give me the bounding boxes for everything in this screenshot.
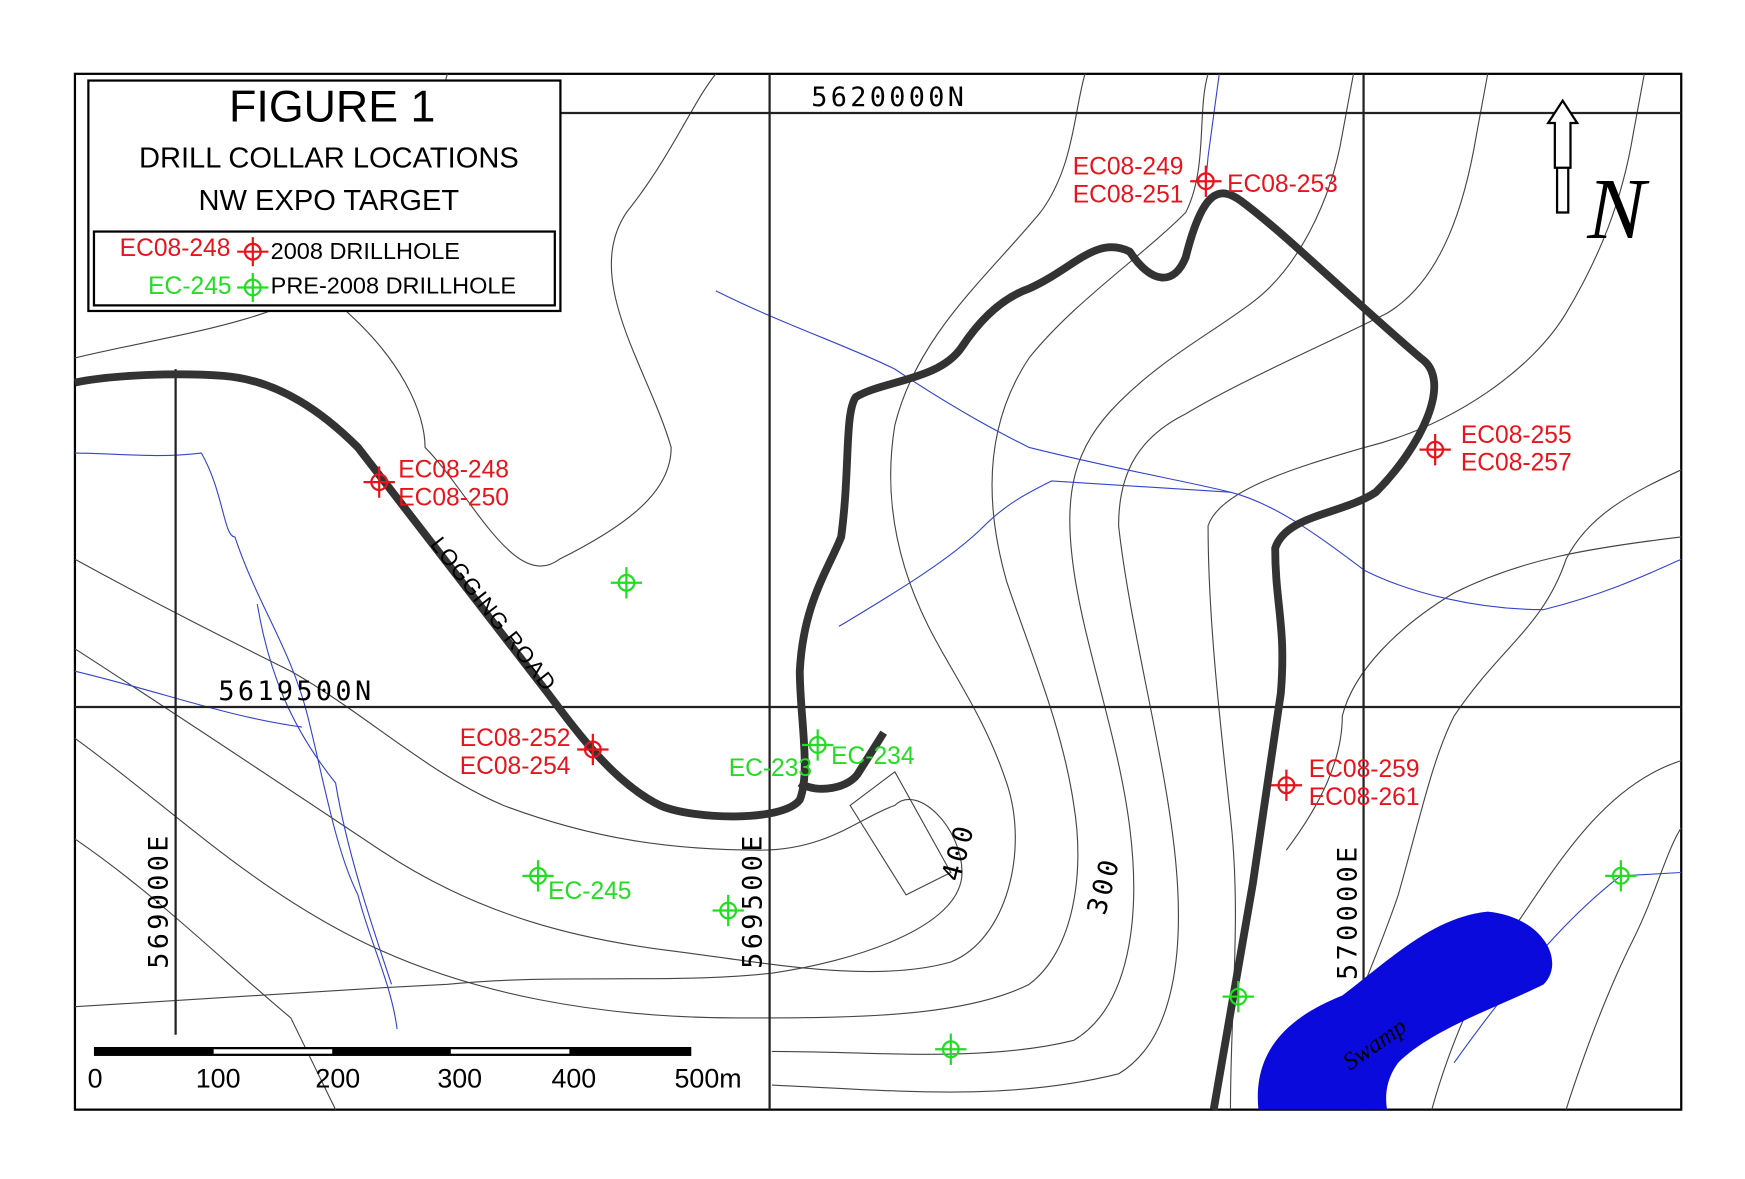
road-branch [797,730,888,793]
hole-label: EC08-259 [1309,756,1420,783]
grid-lines [74,73,1682,1110]
road-line [74,189,1439,1111]
grid-label: 5620000N [811,82,967,113]
scale-label: 300 [437,1064,482,1094]
drillhole-symbol [1222,981,1254,1013]
scale-label: 500m [675,1064,742,1094]
drillhole-symbol [935,1033,967,1065]
hole-label: EC-245 [548,878,631,905]
drillhole-symbol [577,733,609,766]
scale-label: 200 [315,1064,360,1094]
grid-label: 570000E [1333,843,1364,980]
hole-label: EC08-252 [460,725,571,752]
title-box: FIGURE 1 DRILL COLLAR LOCATIONS NW EXPO … [87,79,562,313]
legend-symbol [237,237,269,267]
hole-label: EC08-248 [398,456,509,483]
legend-symbol [237,272,269,303]
hole-label: EC08-249 [1073,153,1184,180]
drillhole-symbol [1190,165,1222,197]
hole-label: EC08-261 [1309,784,1420,811]
drillhole-symbol [363,466,395,498]
scale-label: 400 [551,1064,596,1094]
legend-label: PRE-2008 DRILLHOLE [271,273,516,299]
subtitle: NW EXPO TARGET [199,185,460,217]
drillhole-symbol [1270,769,1303,801]
hole-label: EC08-251 [1073,181,1184,208]
road [74,189,1439,1111]
scale-bar: 0 100 200 300 400 500m [88,1047,742,1094]
swamp [1257,911,1553,1110]
hole-label: EC08-255 [1461,422,1572,449]
grid-label: 5619500N [218,676,374,707]
drillhole-symbol [522,860,554,892]
drillhole-symbol [712,894,744,927]
drillholes: EC08-249 EC08-251 EC08-253 EC08-248 EC08… [398,153,1571,905]
legend-label: 2008 DRILLHOLE [271,238,460,264]
hole-label: EC08-250 [398,484,509,511]
north-label: N [1586,160,1650,257]
hole-label: EC-233 [729,755,812,782]
drillhole-symbol [610,567,643,599]
hole-label: EC08-254 [460,753,571,780]
grid-label: 569500E [737,832,768,969]
legend-sample: EC-245 [148,273,231,300]
scale-label: 100 [196,1064,241,1094]
hole-label: EC08-253 [1227,171,1338,198]
north-arrow: N [1546,98,1650,257]
title: FIGURE 1 [229,81,435,131]
hole-label: EC-234 [831,743,914,770]
legend [92,230,556,307]
drillhole-symbol [1419,434,1451,466]
grid-label: 569000E [143,832,174,969]
subtitle: DRILL COLLAR LOCATIONS [139,143,519,175]
drillhole-symbol [802,729,834,761]
hole-label: EC08-257 [1461,450,1572,477]
legend-sample: EC08-248 [120,235,231,262]
drillhole-symbol [1605,860,1637,892]
scale-label: 0 [88,1064,103,1094]
